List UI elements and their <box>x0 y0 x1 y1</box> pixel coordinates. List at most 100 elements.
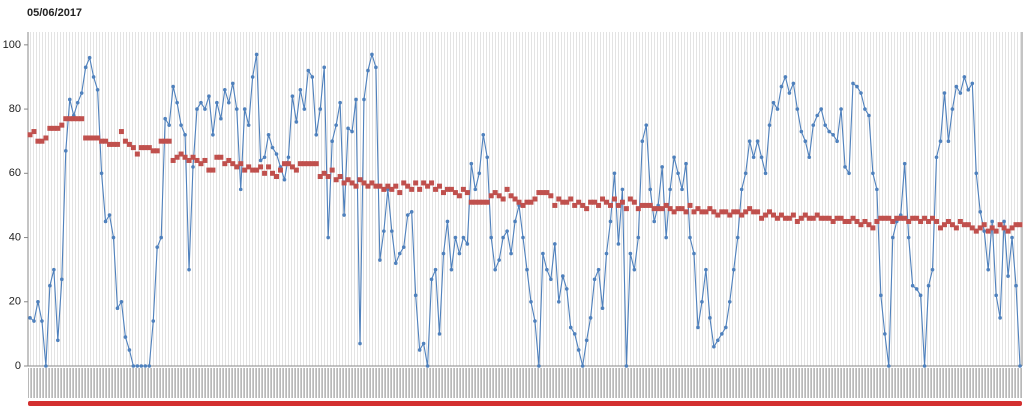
point <box>616 242 621 246</box>
point <box>35 138 41 144</box>
point <box>867 113 871 118</box>
series-line <box>29 52 1021 367</box>
point <box>370 52 374 57</box>
point <box>186 157 192 163</box>
point <box>671 209 677 215</box>
point <box>806 215 812 221</box>
point <box>1018 364 1022 368</box>
point <box>532 196 538 202</box>
point <box>966 88 971 92</box>
point <box>469 161 474 166</box>
point <box>667 206 673 212</box>
point <box>612 171 617 176</box>
point <box>962 75 967 79</box>
point <box>445 219 450 224</box>
point <box>206 167 212 173</box>
point <box>55 125 61 131</box>
point <box>949 222 955 228</box>
point <box>775 107 780 111</box>
point <box>190 154 196 160</box>
point <box>720 332 724 336</box>
point <box>918 293 923 298</box>
point <box>480 199 486 205</box>
point <box>250 167 256 173</box>
point <box>584 338 589 343</box>
point <box>778 212 784 218</box>
point <box>703 209 709 215</box>
point <box>707 206 713 212</box>
point <box>879 293 883 298</box>
point <box>751 155 756 160</box>
point <box>596 267 601 272</box>
point <box>822 215 828 221</box>
point <box>890 218 896 224</box>
y-tick-label: 20 <box>9 296 21 308</box>
point <box>1010 235 1014 240</box>
point <box>126 141 132 147</box>
point <box>683 209 689 215</box>
point <box>437 332 442 336</box>
point <box>357 177 363 183</box>
point <box>246 164 252 170</box>
point <box>382 229 386 233</box>
point <box>1001 225 1007 231</box>
point <box>588 199 594 205</box>
point <box>306 68 311 73</box>
point <box>27 132 33 138</box>
point <box>556 299 561 304</box>
point <box>871 171 875 176</box>
point <box>230 81 235 86</box>
point <box>91 75 96 79</box>
point <box>313 161 319 167</box>
point <box>56 338 60 343</box>
point <box>839 107 843 111</box>
point <box>194 157 200 163</box>
point <box>619 199 625 205</box>
point <box>576 199 582 205</box>
point <box>290 94 295 99</box>
point <box>798 215 804 221</box>
point <box>461 235 466 240</box>
point <box>373 183 379 189</box>
point <box>545 267 549 272</box>
point <box>993 228 999 234</box>
point <box>627 196 633 202</box>
point <box>902 161 907 166</box>
point <box>32 319 36 323</box>
point <box>898 215 904 221</box>
point <box>99 171 104 176</box>
point <box>437 183 443 189</box>
point <box>147 364 152 368</box>
point <box>337 174 343 180</box>
point <box>611 196 617 202</box>
point <box>242 107 247 111</box>
point <box>87 55 92 60</box>
point <box>175 100 179 105</box>
point <box>739 187 744 192</box>
point <box>440 190 446 196</box>
point <box>485 155 490 160</box>
x-tick-labels-illegible <box>28 368 1022 398</box>
y-tick-label: 100 <box>3 39 21 51</box>
point <box>938 139 943 143</box>
point <box>954 84 959 89</box>
point <box>401 245 406 249</box>
point <box>294 120 299 124</box>
point <box>333 177 339 183</box>
point <box>167 123 171 127</box>
point <box>230 161 236 167</box>
point <box>481 132 486 137</box>
point <box>604 199 610 205</box>
point <box>974 171 979 176</box>
point <box>743 171 748 176</box>
point <box>215 100 219 105</box>
point <box>608 219 613 224</box>
point <box>942 91 947 95</box>
point <box>179 123 183 127</box>
point <box>770 212 776 218</box>
point <box>739 212 745 218</box>
point <box>222 161 228 167</box>
point <box>170 157 176 163</box>
point <box>811 123 816 127</box>
point <box>107 141 113 147</box>
